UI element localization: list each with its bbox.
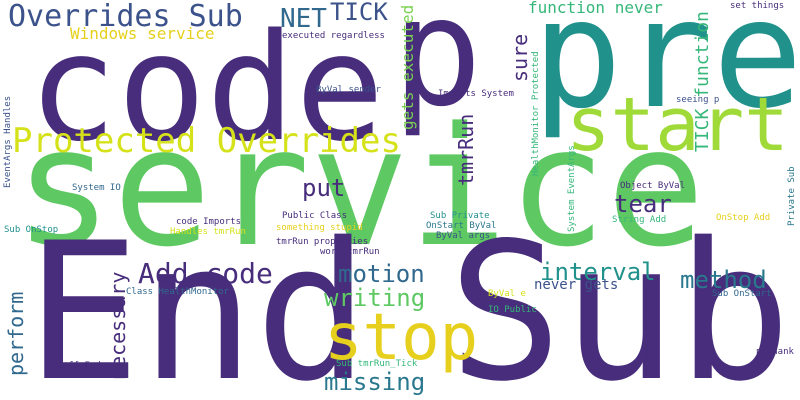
word-p: p	[392, 0, 483, 140]
word-function-never: function never	[528, 0, 663, 17]
word-overrides-sub: Overrides Sub	[8, 0, 243, 34]
word-system-eventargs: System EventArgs	[567, 145, 577, 232]
word-tear: tear	[614, 190, 672, 218]
word-healthmonitor-protected: HealthMonitor Protected	[531, 51, 541, 176]
word-gets-executed: gets executed	[398, 4, 417, 130]
word-tick: TICK	[330, 0, 388, 26]
word-system-io: System IO	[72, 183, 121, 193]
word-onstop-add: OnStop Add	[716, 213, 771, 223]
word-executed-regardless: executed regardless	[282, 31, 385, 41]
word-private-sub: Private Sub	[787, 166, 797, 226]
word-sub: Sub	[448, 202, 792, 400]
word-byval-sender: ByVal sender	[316, 85, 382, 95]
word-start: start	[566, 82, 789, 168]
word-add-code: Add code	[138, 257, 273, 290]
word-end: End	[26, 202, 370, 400]
word-necessary: necessary	[106, 271, 130, 380]
word-tick-function: TICK function	[692, 11, 713, 152]
word-handles-tmrrun: Handles tmrRun	[170, 227, 246, 237]
word-pre: pre	[532, 0, 800, 142]
word-perform: perform	[4, 291, 28, 376]
word-writing: writing	[324, 284, 426, 312]
word-class-healthmonitor: Class HealthMonitor	[126, 287, 229, 297]
word-string-add: String Add	[612, 215, 667, 225]
word-onstart-byval: OnStart ByVal	[426, 221, 497, 231]
word-code: code	[28, 2, 385, 174]
word-protected-overrides: Protected Overrides	[12, 121, 401, 161]
word-never-gets: never gets	[534, 277, 619, 293]
word-work-tmrrun: work tmrRun	[320, 247, 380, 257]
word-byval-e: ByVal e	[488, 289, 526, 299]
word-p-thank: p Thank	[756, 347, 794, 357]
word-byval-args: ByVal args	[436, 231, 491, 241]
word-object-byval: Object ByVal	[620, 181, 686, 191]
word-motion: motion	[338, 260, 425, 288]
word-method: method	[680, 266, 767, 294]
word-public-class: Public Class	[282, 211, 348, 221]
word-sub-onstop: Sub OnStop	[4, 225, 59, 235]
word-sure: sure	[508, 33, 532, 82]
word-code-imports: code Imports	[176, 217, 242, 227]
word-set-things: set things	[730, 1, 785, 11]
word-service: service	[14, 92, 706, 283]
word-stuff-end: stuff End	[52, 361, 101, 371]
word-tmrrun-tick-byval: tmrRun_Tick ByVal	[643, 283, 653, 376]
word-missing: missing	[324, 368, 426, 396]
word-sub-private: Sub Private	[430, 211, 490, 221]
word-tmrrun: tmrRun	[454, 113, 478, 186]
word-eventargs-handles: EventArgs Handles	[3, 95, 13, 188]
word-windows-service: Windows service	[70, 24, 215, 43]
word-stop: stop	[324, 301, 479, 375]
word-something-stupid: something stupid	[276, 223, 363, 233]
word-put: put	[302, 174, 346, 202]
word-interval: interval	[540, 258, 656, 286]
word-seeing-p: seeing p	[676, 95, 720, 105]
word-net: NET	[280, 4, 327, 34]
word-io-public: IO Public	[488, 305, 537, 315]
word-sub-onstart: Sub OnStart	[712, 289, 772, 299]
word-imports-system: Imports System	[438, 89, 514, 99]
word-tmrrun-properties: tmrRun properties	[276, 237, 369, 247]
word-sub-tmrrun-tick: Sub tmrRun_Tick	[336, 359, 418, 369]
